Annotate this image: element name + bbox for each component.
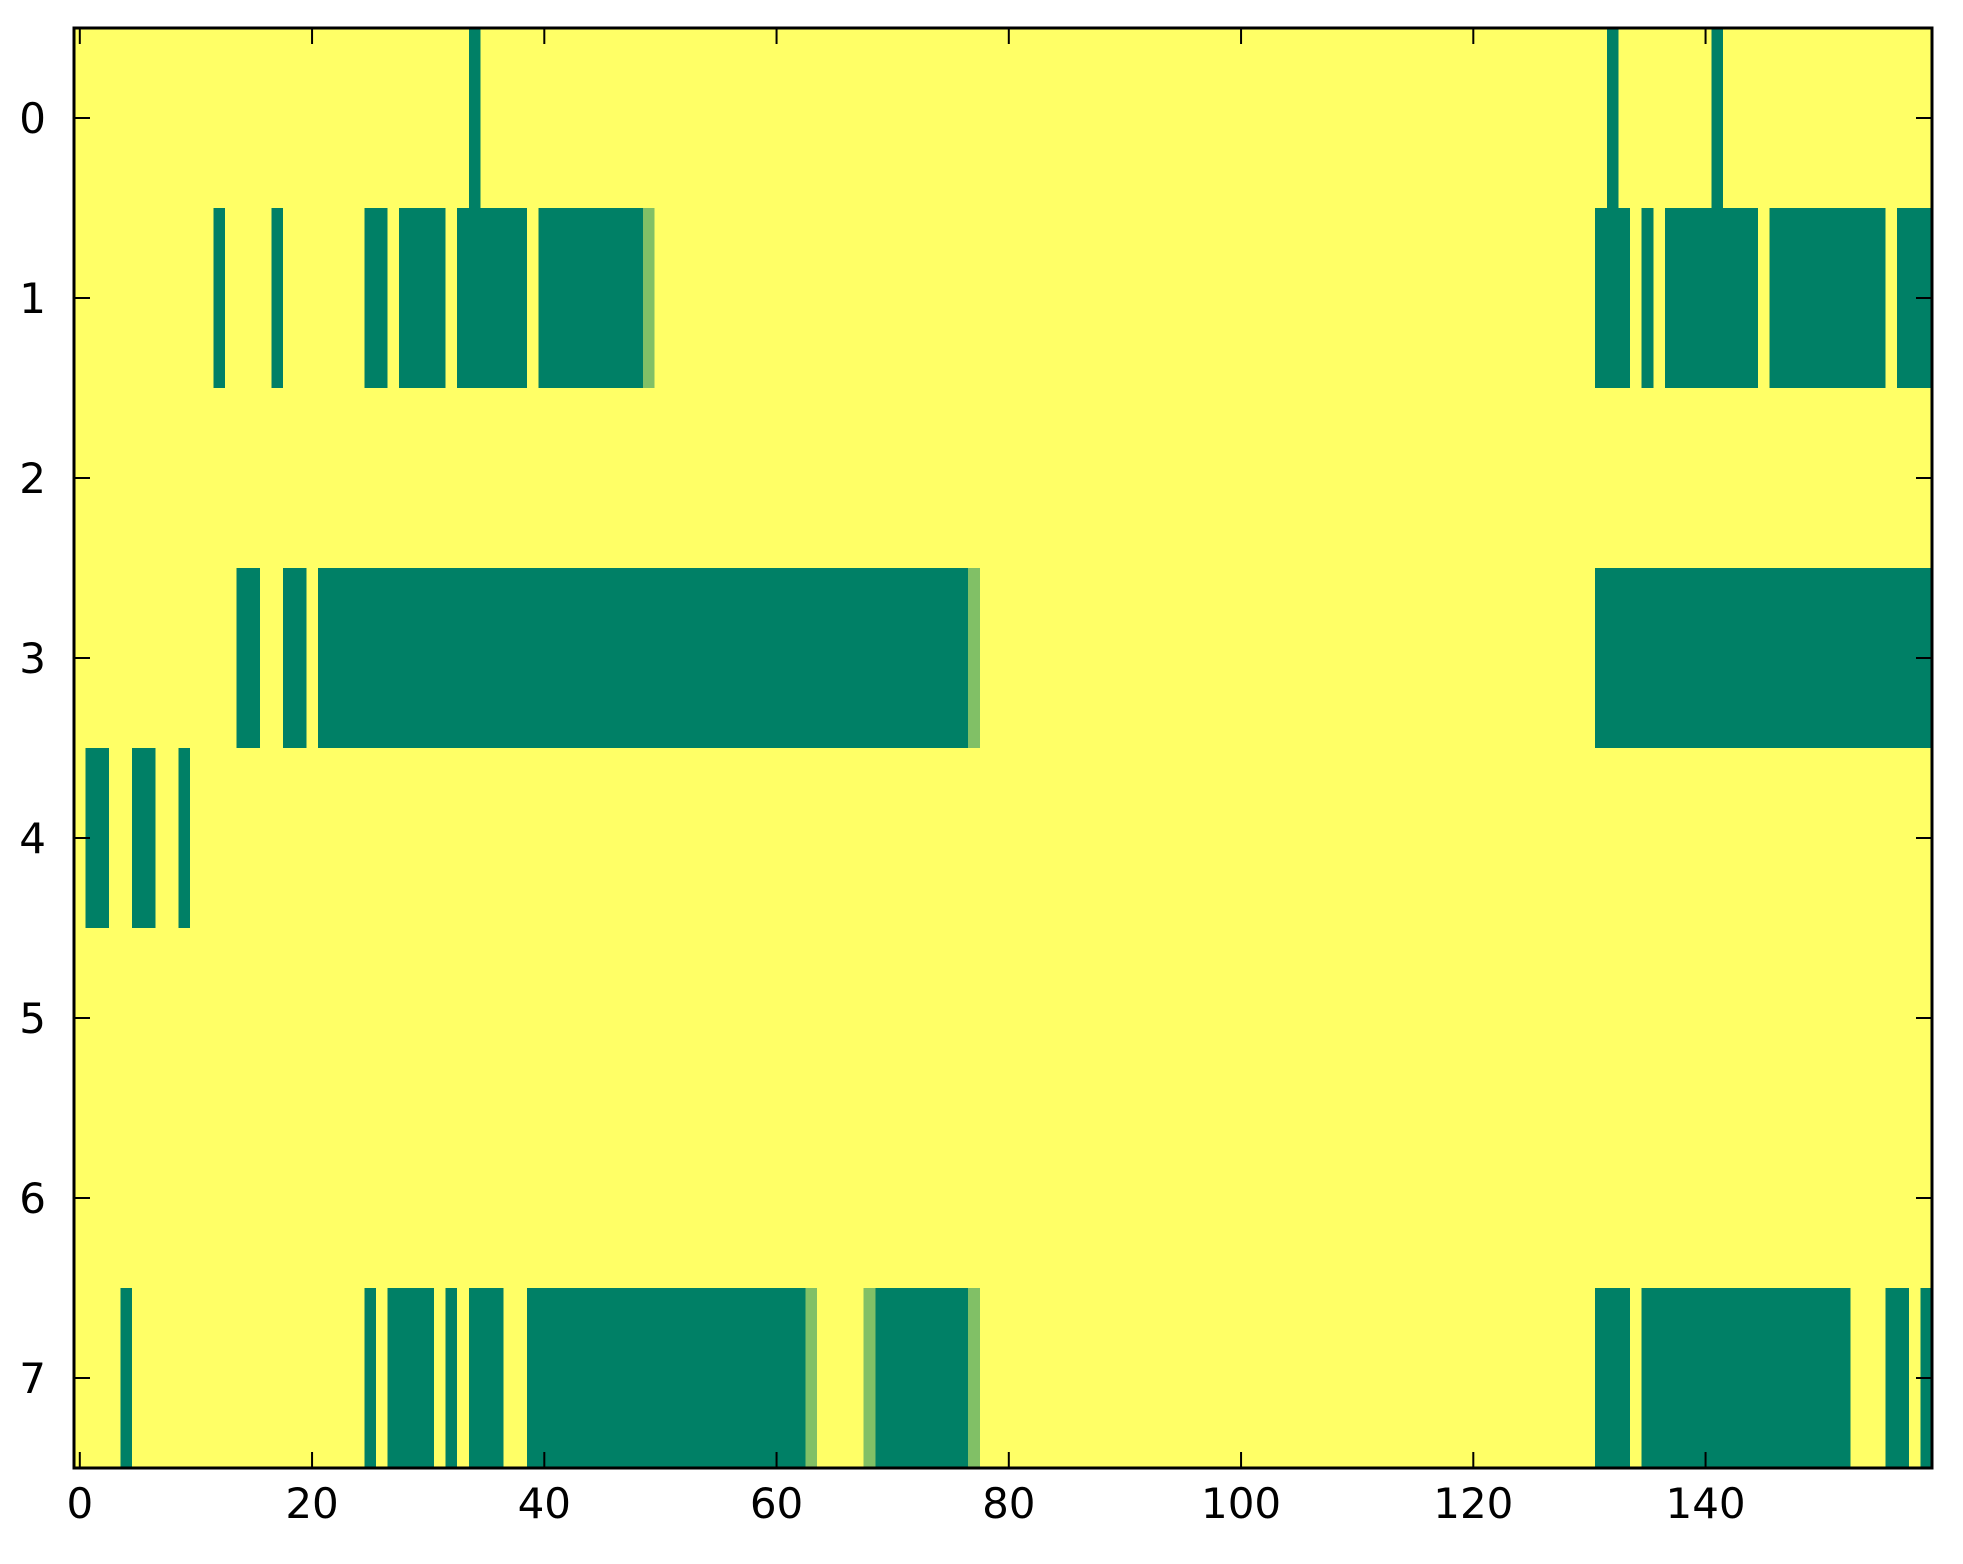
heatmap-cell-run [1641, 1288, 1851, 1468]
heatmap-cell-run [213, 208, 225, 388]
axis-ticks [74, 28, 1932, 1468]
heatmap-cell-run [364, 208, 388, 388]
x-tick-label: 120 [1433, 1479, 1513, 1528]
heatmap-cell-run [271, 208, 284, 388]
heatmap-cell-run [468, 28, 481, 208]
heatmap-cell-run [1711, 28, 1723, 208]
heatmap-cell-run [85, 748, 109, 928]
heatmap-cell-run [387, 1288, 434, 1468]
heatmap-cell-run [1769, 208, 1886, 388]
x-tick-label: 60 [750, 1479, 803, 1528]
heatmap-cell-run [1641, 208, 1654, 388]
heatmap-cell-run [445, 1288, 458, 1468]
axes-frame [72, 26, 1934, 1470]
y-tick-label: 1 [19, 274, 46, 323]
heatmap-cell-run [1595, 208, 1631, 388]
y-tick-label: 0 [19, 94, 46, 143]
heatmap-cell-run [968, 568, 980, 748]
heatmap-cell-run [968, 1288, 980, 1468]
x-tick-label: 140 [1665, 1479, 1745, 1528]
y-axis-tick-labels: 0 1 2 3 4 5 6 7 [19, 94, 46, 1403]
heatmap-cell-run [457, 208, 527, 388]
x-tick-label: 100 [1201, 1479, 1281, 1528]
heatmap-cell-run [643, 208, 655, 388]
heatmap-cell-run [120, 1288, 133, 1468]
y-tick-label: 5 [19, 994, 46, 1043]
heatmap-cells [85, 28, 1932, 1468]
y-tick-label: 4 [19, 814, 46, 863]
heatmap-cell-run [1606, 28, 1619, 208]
heatmap-cell-run [526, 1288, 806, 1468]
heatmap-cell-run [132, 748, 156, 928]
x-tick-label: 80 [982, 1479, 1035, 1528]
heatmap-cell-run [468, 1288, 504, 1468]
heatmap-cell-run [863, 1288, 876, 1468]
heatmap-cell-run [399, 208, 446, 388]
axes-frame-border [72, 26, 1934, 1470]
x-tick-label: 40 [518, 1479, 571, 1528]
heatmap-cell-run [805, 1288, 818, 1468]
heatmap-cell-run [178, 748, 191, 928]
x-axis-tick-labels: 0 20 40 60 80 100 120 140 [66, 1479, 1745, 1528]
x-tick-label: 0 [66, 1479, 93, 1528]
heatmap-cell-run [236, 568, 260, 748]
x-tick-label: 20 [285, 1479, 338, 1528]
heatmap-cell-run [1885, 1288, 1909, 1468]
y-tick-label: 7 [19, 1354, 46, 1403]
heatmap-cell-run [875, 1288, 969, 1468]
heatmap-cell-run [283, 568, 307, 748]
y-tick-label: 3 [19, 634, 46, 683]
heatmap-cell-run [1664, 208, 1758, 388]
heatmap-cell-run [538, 208, 644, 388]
y-tick-label: 2 [19, 454, 46, 503]
heatmap-cell-run [1595, 1288, 1631, 1468]
y-tick-label: 6 [19, 1174, 46, 1223]
heatmap-cell-run [1595, 568, 1932, 748]
heatmap-cell-run [364, 1288, 376, 1468]
heatmap-cell-run [317, 568, 969, 748]
